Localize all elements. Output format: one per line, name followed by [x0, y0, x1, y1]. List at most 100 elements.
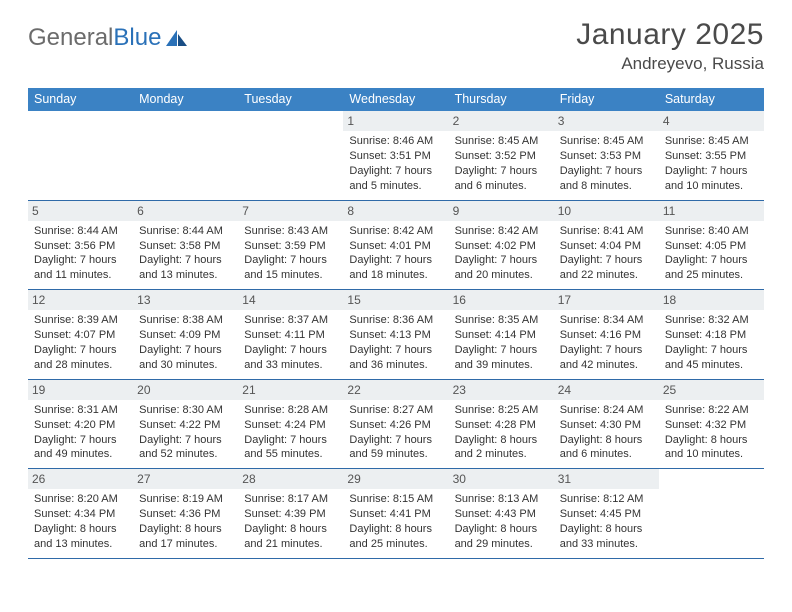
- day-number: 2: [449, 111, 554, 131]
- sunset-line: Sunset: 3:59 PM: [244, 239, 337, 254]
- day-number: 20: [133, 380, 238, 400]
- calendar-cell: 13Sunrise: 8:38 AMSunset: 4:09 PMDayligh…: [133, 290, 238, 380]
- sunrise-line: Sunrise: 8:41 AM: [560, 224, 653, 239]
- calendar-cell: 26Sunrise: 8:20 AMSunset: 4:34 PMDayligh…: [28, 469, 133, 559]
- day-number: 6: [133, 201, 238, 221]
- sunrise-line: Sunrise: 8:30 AM: [139, 403, 232, 418]
- sunset-line: Sunset: 4:41 PM: [349, 507, 442, 522]
- day-number: 10: [554, 201, 659, 221]
- sunrise-line: Sunrise: 8:15 AM: [349, 492, 442, 507]
- calendar-cell: 11Sunrise: 8:40 AMSunset: 4:05 PMDayligh…: [659, 201, 764, 291]
- sunset-line: Sunset: 4:26 PM: [349, 418, 442, 433]
- calendar-cell: 19Sunrise: 8:31 AMSunset: 4:20 PMDayligh…: [28, 380, 133, 470]
- sunset-line: Sunset: 4:05 PM: [665, 239, 758, 254]
- sunrise-line: Sunrise: 8:39 AM: [34, 313, 127, 328]
- sunset-line: Sunset: 4:28 PM: [455, 418, 548, 433]
- sunset-line: Sunset: 3:53 PM: [560, 149, 653, 164]
- calendar-cell: 28Sunrise: 8:17 AMSunset: 4:39 PMDayligh…: [238, 469, 343, 559]
- day-number: 26: [28, 469, 133, 489]
- calendar-cell: 31Sunrise: 8:12 AMSunset: 4:45 PMDayligh…: [554, 469, 659, 559]
- daylight-line: Daylight: 7 hours and 20 minutes.: [455, 253, 548, 283]
- day-number: 7: [238, 201, 343, 221]
- daylight-line: Daylight: 7 hours and 59 minutes.: [349, 433, 442, 463]
- day-number: 11: [659, 201, 764, 221]
- sunrise-line: Sunrise: 8:17 AM: [244, 492, 337, 507]
- sunset-line: Sunset: 4:13 PM: [349, 328, 442, 343]
- calendar-cell: 27Sunrise: 8:19 AMSunset: 4:36 PMDayligh…: [133, 469, 238, 559]
- daylight-line: Daylight: 7 hours and 33 minutes.: [244, 343, 337, 373]
- sunrise-line: Sunrise: 8:45 AM: [560, 134, 653, 149]
- calendar-cell: 17Sunrise: 8:34 AMSunset: 4:16 PMDayligh…: [554, 290, 659, 380]
- daylight-line: Daylight: 7 hours and 15 minutes.: [244, 253, 337, 283]
- sunrise-line: Sunrise: 8:28 AM: [244, 403, 337, 418]
- sunrise-line: Sunrise: 8:40 AM: [665, 224, 758, 239]
- daylight-line: Daylight: 8 hours and 21 minutes.: [244, 522, 337, 552]
- daylight-line: Daylight: 7 hours and 39 minutes.: [455, 343, 548, 373]
- sunrise-line: Sunrise: 8:42 AM: [349, 224, 442, 239]
- sunrise-line: Sunrise: 8:27 AM: [349, 403, 442, 418]
- calendar-cell: 6Sunrise: 8:44 AMSunset: 3:58 PMDaylight…: [133, 201, 238, 291]
- sunset-line: Sunset: 4:20 PM: [34, 418, 127, 433]
- sunrise-line: Sunrise: 8:32 AM: [665, 313, 758, 328]
- day-number: 31: [554, 469, 659, 489]
- day-number: 27: [133, 469, 238, 489]
- daylight-line: Daylight: 7 hours and 52 minutes.: [139, 433, 232, 463]
- calendar-cell: 22Sunrise: 8:27 AMSunset: 4:26 PMDayligh…: [343, 380, 448, 470]
- day-number: 5: [28, 201, 133, 221]
- sunrise-line: Sunrise: 8:31 AM: [34, 403, 127, 418]
- daylight-line: Daylight: 7 hours and 22 minutes.: [560, 253, 653, 283]
- calendar-body: 1Sunrise: 8:46 AMSunset: 3:51 PMDaylight…: [28, 111, 764, 559]
- sunset-line: Sunset: 4:32 PM: [665, 418, 758, 433]
- daylight-line: Daylight: 7 hours and 6 minutes.: [455, 164, 548, 194]
- daylight-line: Daylight: 7 hours and 30 minutes.: [139, 343, 232, 373]
- daylight-line: Daylight: 8 hours and 29 minutes.: [455, 522, 548, 552]
- dayname-sunday: Sunday: [28, 88, 133, 111]
- sunrise-line: Sunrise: 8:20 AM: [34, 492, 127, 507]
- sunset-line: Sunset: 4:22 PM: [139, 418, 232, 433]
- dayname-friday: Friday: [554, 88, 659, 111]
- daylight-line: Daylight: 7 hours and 5 minutes.: [349, 164, 442, 194]
- day-number: 23: [449, 380, 554, 400]
- sunset-line: Sunset: 4:02 PM: [455, 239, 548, 254]
- day-number: 13: [133, 290, 238, 310]
- day-number: 25: [659, 380, 764, 400]
- sunset-line: Sunset: 3:52 PM: [455, 149, 548, 164]
- daylight-line: Daylight: 8 hours and 2 minutes.: [455, 433, 548, 463]
- sunset-line: Sunset: 4:43 PM: [455, 507, 548, 522]
- calendar-cell: 14Sunrise: 8:37 AMSunset: 4:11 PMDayligh…: [238, 290, 343, 380]
- logo: GeneralBlue: [28, 24, 188, 52]
- daylight-line: Daylight: 8 hours and 33 minutes.: [560, 522, 653, 552]
- calendar-cell: 12Sunrise: 8:39 AMSunset: 4:07 PMDayligh…: [28, 290, 133, 380]
- calendar-cell: 2 Sunrise: 8:45 AMSunset: 3:52 PMDaylight…: [449, 111, 554, 201]
- day-number: 19: [28, 380, 133, 400]
- calendar-header-row: Sunday Monday Tuesday Wednesday Thursday…: [28, 88, 764, 111]
- sunrise-line: Sunrise: 8:44 AM: [139, 224, 232, 239]
- calendar-cell: 10Sunrise: 8:41 AMSunset: 4:04 PMDayligh…: [554, 201, 659, 291]
- sunrise-line: Sunrise: 8:44 AM: [34, 224, 127, 239]
- location-subtitle: Andreyevo, Russia: [576, 54, 764, 74]
- day-number: 8: [343, 201, 448, 221]
- sunrise-line: Sunrise: 8:45 AM: [665, 134, 758, 149]
- day-number: 24: [554, 380, 659, 400]
- calendar-cell: 9Sunrise: 8:42 AMSunset: 4:02 PMDaylight…: [449, 201, 554, 291]
- sunrise-line: Sunrise: 8:43 AM: [244, 224, 337, 239]
- page-title: January 2025: [576, 18, 764, 52]
- dayname-saturday: Saturday: [659, 88, 764, 111]
- dayname-wednesday: Wednesday: [343, 88, 448, 111]
- calendar-cell: 23Sunrise: 8:25 AMSunset: 4:28 PMDayligh…: [449, 380, 554, 470]
- sunrise-line: Sunrise: 8:24 AM: [560, 403, 653, 418]
- sunset-line: Sunset: 4:24 PM: [244, 418, 337, 433]
- day-number: 3: [554, 111, 659, 131]
- calendar-cell: 25Sunrise: 8:22 AMSunset: 4:32 PMDayligh…: [659, 380, 764, 470]
- sunset-line: Sunset: 4:14 PM: [455, 328, 548, 343]
- calendar-cell: 3Sunrise: 8:45 AMSunset: 3:53 PMDaylight…: [554, 111, 659, 201]
- logo-word-blue: Blue: [113, 24, 161, 51]
- sunrise-line: Sunrise: 8:45 AM: [455, 134, 548, 149]
- daylight-line: Daylight: 7 hours and 45 minutes.: [665, 343, 758, 373]
- daylight-line: Daylight: 8 hours and 17 minutes.: [139, 522, 232, 552]
- sunset-line: Sunset: 4:34 PM: [34, 507, 127, 522]
- logo-sail-icon: [166, 29, 188, 47]
- daylight-line: Daylight: 7 hours and 36 minutes.: [349, 343, 442, 373]
- sunrise-line: Sunrise: 8:12 AM: [560, 492, 653, 507]
- calendar-cell: [659, 469, 764, 559]
